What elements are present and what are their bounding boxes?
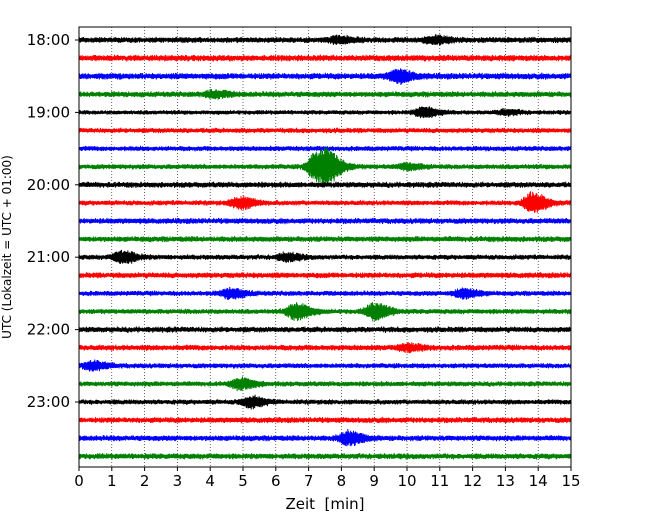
traces-group bbox=[78, 34, 572, 460]
trace-1915 bbox=[78, 127, 572, 134]
x-tick-label: 5 bbox=[238, 472, 248, 490]
x-tick-label: 4 bbox=[205, 472, 215, 490]
trace-2345 bbox=[78, 453, 572, 460]
x-tick-label: 3 bbox=[173, 472, 183, 490]
x-tick-label: 1 bbox=[107, 472, 117, 490]
trace-2115 bbox=[78, 272, 572, 279]
y-axis-ticks: 18:00 19:00 20:00 21:00 22:00 23:00 bbox=[27, 31, 79, 411]
x-tick-label: 13 bbox=[496, 472, 515, 490]
trace-2330 bbox=[78, 429, 572, 447]
y-axis-label: UTC (Lokalzeit = UTC + 01:00) bbox=[0, 155, 14, 339]
x-tick-label: 11 bbox=[430, 472, 449, 490]
x-tick-label: 10 bbox=[397, 472, 416, 490]
trace-2015 bbox=[78, 191, 572, 213]
trace-1800 bbox=[78, 34, 572, 46]
trace-1900 bbox=[78, 106, 572, 119]
trace-2300 bbox=[78, 394, 572, 410]
y-tick-label: 19:00 bbox=[27, 103, 70, 121]
grid-lines bbox=[111, 27, 539, 467]
trace-2145 bbox=[78, 302, 572, 322]
trace-2000 bbox=[78, 181, 572, 188]
trace-2230 bbox=[78, 359, 572, 372]
x-axis-label: Zeit [min] bbox=[285, 495, 364, 513]
y-tick-label: 21:00 bbox=[27, 248, 70, 266]
trace-2100 bbox=[78, 249, 572, 265]
trace-2045 bbox=[78, 235, 572, 243]
y-tick-label: 18:00 bbox=[27, 31, 70, 49]
x-axis-ticks: 0 1 2 3 4 5 6 7 8 9 10 11 12 13 14 15 bbox=[74, 467, 581, 490]
trace-2200 bbox=[78, 326, 572, 333]
x-tick-label: 12 bbox=[463, 472, 482, 490]
x-tick-label: 2 bbox=[140, 472, 150, 490]
trace-1830 bbox=[78, 68, 572, 85]
x-tick-label: 6 bbox=[271, 472, 281, 490]
trace-1845 bbox=[78, 88, 572, 100]
x-tick-label: 15 bbox=[561, 472, 580, 490]
plot-frame bbox=[78, 26, 572, 468]
plot-area bbox=[79, 27, 571, 467]
trace-2315 bbox=[78, 416, 572, 424]
x-tick-label: 14 bbox=[529, 472, 548, 490]
x-tick-label: 7 bbox=[304, 472, 314, 490]
x-tick-label: 0 bbox=[74, 472, 84, 490]
trace-1815 bbox=[78, 54, 572, 62]
trace-2130 bbox=[78, 286, 572, 300]
trace-2245 bbox=[78, 376, 572, 392]
trace-2030 bbox=[78, 217, 572, 225]
trace-2215 bbox=[78, 342, 572, 354]
y-tick-label: 22:00 bbox=[27, 321, 70, 339]
y-tick-label: 23:00 bbox=[27, 393, 70, 411]
x-tick-label: 8 bbox=[337, 472, 347, 490]
x-tick-label: 9 bbox=[369, 472, 379, 490]
y-tick-label: 20:00 bbox=[27, 176, 70, 194]
